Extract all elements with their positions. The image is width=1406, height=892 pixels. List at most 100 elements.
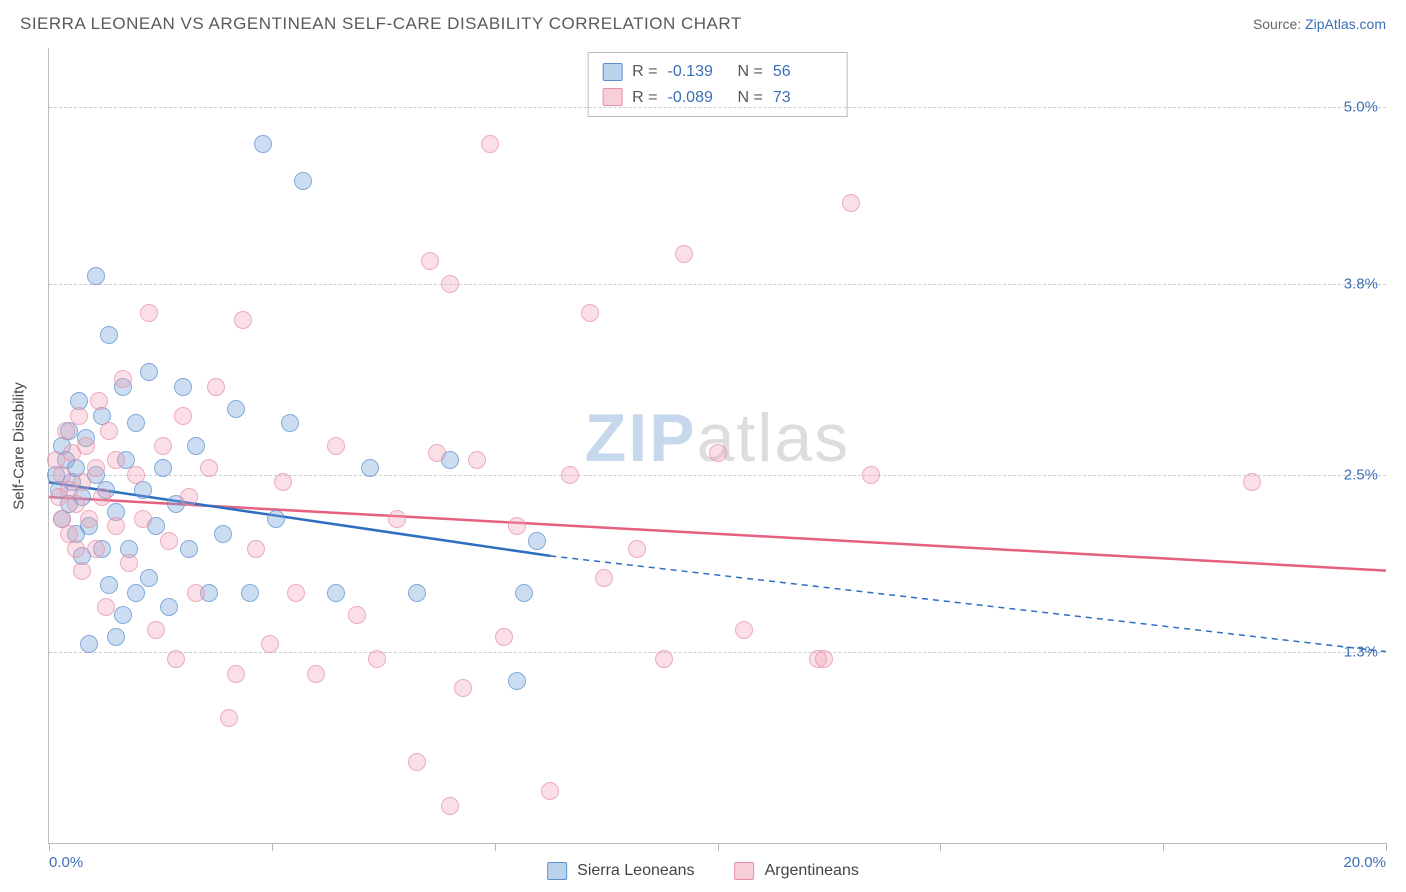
data-point-s1: [294, 172, 312, 190]
y-tick-label: 2.5%: [1344, 466, 1378, 483]
data-point-s2: [655, 650, 673, 668]
data-point-s2: [187, 584, 205, 602]
swatch-s2-icon: [735, 862, 755, 880]
data-point-s2: [93, 488, 111, 506]
x-axis-max-label: 20.0%: [1343, 854, 1386, 871]
x-axis-min-label: 0.0%: [49, 854, 83, 871]
data-point-s2: [815, 650, 833, 668]
data-point-s2: [100, 422, 118, 440]
data-point-s2: [842, 194, 860, 212]
data-point-s2: [97, 598, 115, 616]
data-point-s2: [441, 275, 459, 293]
x-tick: [272, 843, 273, 851]
n-label: N =: [738, 59, 763, 85]
data-point-s2: [77, 437, 95, 455]
source-link[interactable]: ZipAtlas.com: [1305, 16, 1386, 32]
gridline-h: [49, 475, 1386, 476]
data-point-s2: [441, 797, 459, 815]
y-tick-label: 5.0%: [1344, 98, 1378, 115]
y-axis-title: Self-Care Disability: [11, 382, 28, 510]
data-point-s2: [1243, 473, 1261, 491]
data-point-s2: [57, 422, 75, 440]
data-point-s2: [495, 628, 513, 646]
n-value-s1: 56: [773, 59, 833, 85]
data-point-s2: [595, 569, 613, 587]
swatch-s1-icon: [547, 862, 567, 880]
chart-title: SIERRA LEONEAN VS ARGENTINEAN SELF-CARE …: [20, 14, 742, 34]
data-point-s2: [581, 304, 599, 322]
data-point-s1: [107, 628, 125, 646]
source-prefix: Source:: [1253, 16, 1305, 32]
data-point-s1: [140, 569, 158, 587]
data-point-s1: [87, 267, 105, 285]
data-point-s2: [508, 517, 526, 535]
data-point-s2: [628, 540, 646, 558]
data-point-s2: [735, 621, 753, 639]
data-point-s2: [73, 562, 91, 580]
data-point-s2: [709, 444, 727, 462]
data-point-s2: [220, 709, 238, 727]
chart-header: SIERRA LEONEAN VS ARGENTINEAN SELF-CARE …: [0, 0, 1406, 48]
data-point-s2: [454, 679, 472, 697]
data-point-s2: [227, 665, 245, 683]
data-point-s1: [515, 584, 533, 602]
gridline-h: [49, 284, 1386, 285]
data-point-s1: [361, 459, 379, 477]
data-point-s1: [100, 576, 118, 594]
data-point-s2: [134, 510, 152, 528]
data-point-s1: [100, 326, 118, 344]
x-tick: [49, 843, 50, 851]
trend-line: [49, 497, 1386, 571]
data-point-s2: [388, 510, 406, 528]
data-point-s2: [67, 540, 85, 558]
data-point-s2: [675, 245, 693, 263]
data-point-s1: [254, 135, 272, 153]
data-point-s2: [862, 466, 880, 484]
watermark-zip: ZIP: [585, 400, 697, 476]
y-tick-label: 1.3%: [1344, 643, 1378, 660]
data-point-s1: [267, 510, 285, 528]
data-point-s1: [140, 363, 158, 381]
data-point-s2: [114, 370, 132, 388]
data-point-s2: [274, 473, 292, 491]
data-point-s2: [234, 311, 252, 329]
data-point-s2: [541, 782, 559, 800]
legend-label-s1: Sierra Leoneans: [577, 862, 694, 880]
data-point-s2: [140, 304, 158, 322]
data-point-s1: [174, 378, 192, 396]
data-point-s2: [73, 473, 91, 491]
watermark-atlas: atlas: [697, 400, 851, 476]
data-point-s2: [327, 437, 345, 455]
r-value-s1: -0.139: [668, 59, 728, 85]
stats-row-s1: R = -0.139 N = 56: [602, 59, 833, 85]
data-point-s2: [127, 466, 145, 484]
data-point-s2: [67, 495, 85, 513]
data-point-s1: [327, 584, 345, 602]
x-tick: [495, 843, 496, 851]
data-point-s1: [80, 635, 98, 653]
data-point-s1: [281, 414, 299, 432]
data-point-s2: [207, 378, 225, 396]
data-point-s2: [247, 540, 265, 558]
x-tick: [1386, 843, 1387, 851]
data-point-s1: [127, 414, 145, 432]
data-point-s1: [528, 532, 546, 550]
data-point-s2: [174, 407, 192, 425]
data-point-s2: [200, 459, 218, 477]
legend-item-s1: Sierra Leoneans: [547, 862, 694, 880]
data-point-s2: [120, 554, 138, 572]
data-point-s2: [348, 606, 366, 624]
gridline-h: [49, 652, 1386, 653]
data-point-s1: [154, 459, 172, 477]
data-point-s1: [187, 437, 205, 455]
data-point-s2: [70, 407, 88, 425]
data-point-s2: [368, 650, 386, 668]
x-tick: [718, 843, 719, 851]
data-point-s2: [107, 517, 125, 535]
y-tick-label: 3.8%: [1344, 275, 1378, 292]
data-point-s2: [287, 584, 305, 602]
data-point-s2: [154, 437, 172, 455]
data-point-s2: [408, 753, 426, 771]
data-point-s2: [307, 665, 325, 683]
trend-line: [550, 556, 1386, 652]
